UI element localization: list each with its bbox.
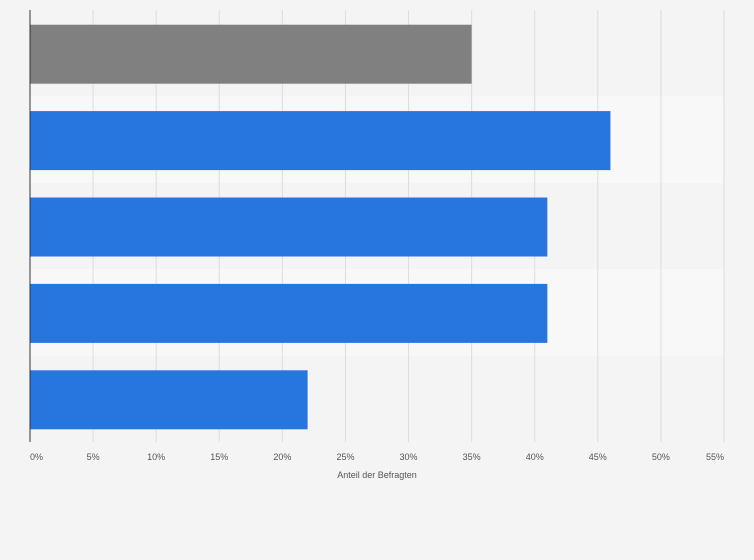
x-tick-label: 55%	[706, 452, 724, 462]
x-tick-labels: 0% 5% 10% 15% 20% 25% 30% 35% 40% 45% 50% 55%	[30, 452, 724, 462]
x-tick-label: 20%	[273, 452, 291, 462]
x-tick-label: 30%	[400, 452, 418, 462]
bars	[30, 24, 611, 430]
bar	[30, 24, 472, 84]
x-tick-label: 5%	[87, 452, 100, 462]
bar	[30, 370, 308, 430]
x-tick-label: 35%	[463, 452, 481, 462]
x-tick-label: 15%	[210, 452, 228, 462]
x-axis-title: Anteil der Befragten	[337, 470, 417, 480]
x-tick-label: 45%	[589, 452, 607, 462]
bar	[30, 283, 548, 343]
x-tick-label: 50%	[652, 452, 670, 462]
bar	[30, 111, 611, 171]
x-tick-label: 10%	[147, 452, 165, 462]
x-tick-label: 25%	[336, 452, 354, 462]
bar	[30, 197, 548, 257]
x-tick-label: 0%	[30, 452, 43, 462]
x-tick-label: 40%	[526, 452, 544, 462]
